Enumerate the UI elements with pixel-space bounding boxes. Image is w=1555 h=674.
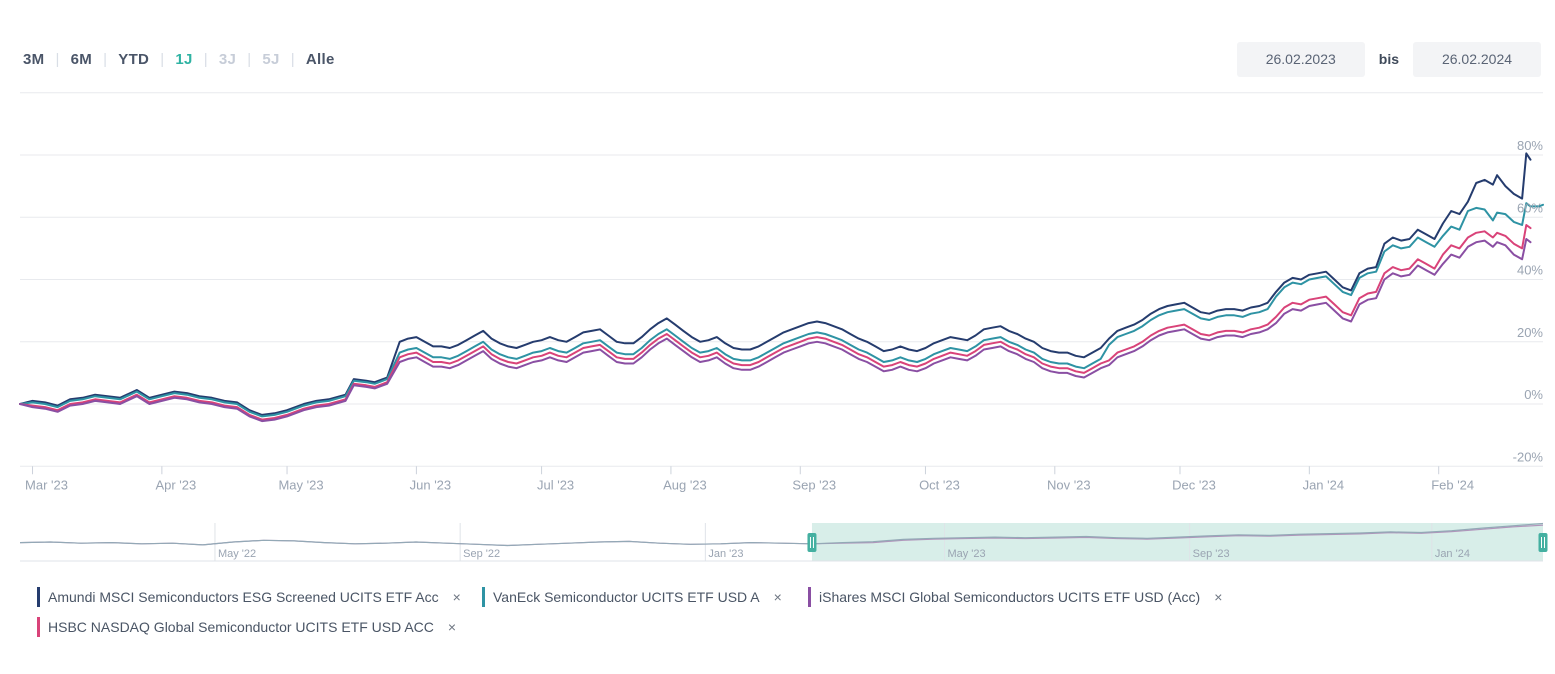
x-axis-label: Feb '24 <box>1431 477 1474 492</box>
range-option-alle[interactable]: Alle <box>305 50 335 68</box>
legend-remove-button[interactable]: × <box>773 589 782 605</box>
legend-remove-button[interactable]: × <box>447 619 457 635</box>
navigator-left-handle[interactable] <box>807 533 817 552</box>
chart-legend: Amundi MSCI Semiconductors ESG Screened … <box>37 586 1222 638</box>
navigator-series-all-funds-gray <box>19 522 1544 547</box>
range-separator: | <box>247 50 252 68</box>
legend-label: Amundi MSCI Semiconductors ESG Screened … <box>48 589 439 605</box>
range-option-1j[interactable]: 1J <box>175 50 193 68</box>
legend-item: VanEck Semiconductor UCITS ETF USD A × <box>482 586 808 608</box>
legend-color-bar <box>482 587 485 607</box>
legend-remove-button[interactable]: × <box>452 589 461 605</box>
x-axis-label: Oct '23 <box>919 477 960 492</box>
range-separator: | <box>203 50 208 68</box>
legend-item: Amundi MSCI Semiconductors ESG Screened … <box>37 586 482 608</box>
navigator-right-handle[interactable] <box>1538 533 1548 552</box>
range-separator: | <box>55 50 60 68</box>
date-range-picker: bis <box>1236 41 1541 77</box>
x-axis-label: Mar '23 <box>25 477 68 492</box>
date-from-input[interactable] <box>1236 41 1365 77</box>
series-hsbc <box>19 224 1532 421</box>
navigator-axis-label: Jan '24 <box>1435 548 1470 560</box>
legend-item: HSBC NASDAQ Global Semiconductor UCITS E… <box>37 616 482 638</box>
legend-label: HSBC NASDAQ Global Semiconductor UCITS E… <box>48 619 434 635</box>
x-axis-label: Jul '23 <box>537 477 574 492</box>
y-axis-label: 20% <box>1517 325 1543 340</box>
legend-item: iShares MSCI Global Semiconductors UCITS… <box>808 586 1222 608</box>
series-vaneck <box>19 202 1544 418</box>
series-amundi <box>19 152 1532 416</box>
x-axis-label: Aug '23 <box>663 477 707 492</box>
range-option-3m[interactable]: 3M <box>23 50 45 68</box>
navigator-axis-label: Jan '23 <box>708 548 743 560</box>
legend-color-bar <box>37 587 40 607</box>
y-axis-label: 0% <box>1524 387 1543 402</box>
navigator-axis-label: Sep '23 <box>1193 548 1230 560</box>
range-option-3j: 3J <box>218 50 237 68</box>
date-to-input[interactable] <box>1413 41 1541 77</box>
range-option-ytd[interactable]: YTD <box>118 50 150 68</box>
range-selector: 3M | 6M | YTD | 1J | 3J | 5J | Alle <box>23 51 335 68</box>
navigator-axis-label: May '23 <box>947 548 985 560</box>
series-ishares <box>19 238 1532 423</box>
x-axis-label: Dec '23 <box>1172 477 1216 492</box>
navigator-axis-label: Sep '22 <box>463 548 500 560</box>
chart-toolbar: 3M | 6M | YTD | 1J | 3J | 5J | Alle bis <box>23 41 1541 77</box>
date-range-separator-label: bis <box>1378 51 1399 67</box>
legend-remove-button[interactable]: × <box>1214 589 1223 605</box>
legend-color-bar <box>808 587 811 607</box>
range-option-5j: 5J <box>262 50 280 68</box>
x-axis-label: May '23 <box>278 477 323 492</box>
x-axis-label: Jun '23 <box>410 477 452 492</box>
legend-color-bar <box>37 617 40 637</box>
plot-area[interactable] <box>20 92 1543 466</box>
legend-label: iShares MSCI Global Semiconductors UCITS… <box>819 589 1201 605</box>
range-option-6m[interactable]: 6M <box>70 50 93 68</box>
y-axis-label: 40% <box>1517 263 1543 278</box>
legend-label: VanEck Semiconductor UCITS ETF USD A <box>493 589 760 605</box>
range-separator: | <box>290 50 295 68</box>
range-separator: | <box>103 50 108 68</box>
y-axis-label: -20% <box>1513 449 1544 464</box>
y-axis-label: 80% <box>1517 138 1543 153</box>
x-axis-label: Apr '23 <box>155 477 196 492</box>
y-axis-label: 60% <box>1517 200 1543 215</box>
navigator-selected-range[interactable] <box>811 523 1543 561</box>
x-axis-label: Sep '23 <box>792 477 836 492</box>
x-axis-label: Nov '23 <box>1047 477 1091 492</box>
range-separator: | <box>160 50 165 68</box>
x-axis-label: Jan '24 <box>1303 477 1345 492</box>
navigator-axis-label: May '22 <box>218 548 256 560</box>
